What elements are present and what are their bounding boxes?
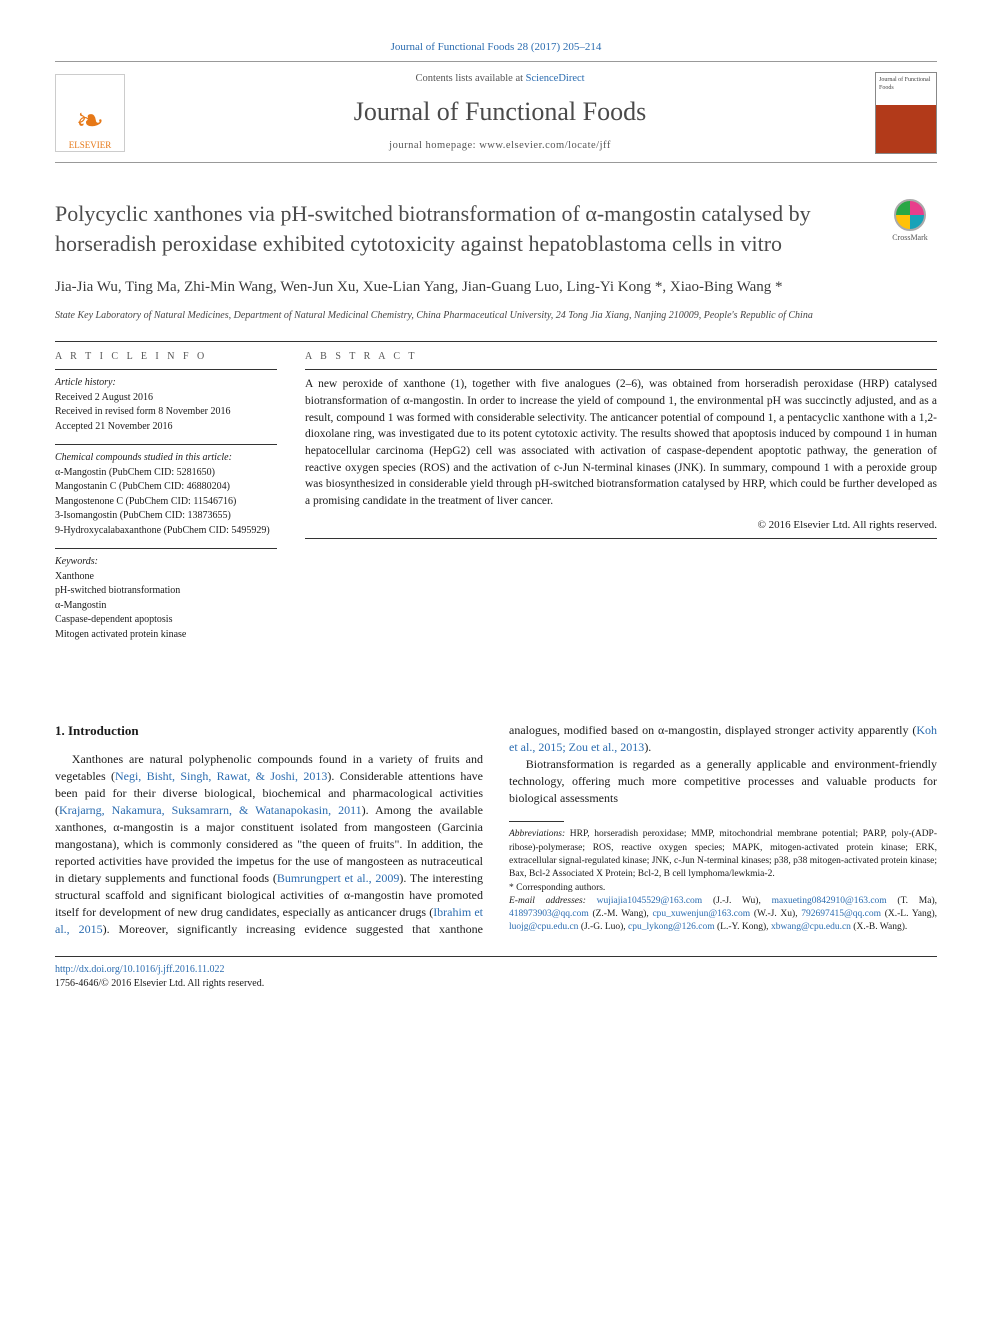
- publisher-name: ELSEVIER: [69, 139, 112, 151]
- abbrev-text: HRP, horseradish peroxidase; MMP, mitoch…: [509, 829, 937, 879]
- corresponding-note: * Corresponding authors.: [509, 882, 937, 895]
- citation-line: Journal of Functional Foods 28 (2017) 20…: [55, 40, 937, 55]
- email-link[interactable]: 792697415@qq.com: [801, 909, 881, 919]
- history-line: Received in revised form 8 November 2016: [55, 405, 277, 420]
- email-link[interactable]: luojg@cpu.edu.cn: [509, 922, 578, 932]
- crossmark-icon: [894, 199, 926, 231]
- email-link[interactable]: cpu_lykong@126.com: [628, 922, 715, 932]
- contents-prefix: Contents lists available at: [415, 73, 525, 84]
- email-link[interactable]: maxueting0842910@163.com: [772, 896, 887, 906]
- compound-line: 9-Hydroxycalabaxanthone (PubChem CID: 54…: [55, 524, 277, 539]
- abbrev-label: Abbreviations:: [509, 829, 565, 839]
- crossmark-badge[interactable]: CrossMark: [883, 199, 937, 244]
- doi-link[interactable]: http://dx.doi.org/10.1016/j.jff.2016.11.…: [55, 964, 225, 975]
- abstract-heading: A B S T R A C T: [305, 342, 937, 370]
- authors-line: Jia-Jia Wu, Ting Ma, Zhi-Min Wang, Wen-J…: [55, 276, 937, 299]
- journal-banner: ❧ ELSEVIER Contents lists available at S…: [55, 62, 937, 163]
- email-who: (L.-Y. Kong),: [715, 922, 771, 932]
- article-info-column: A R T I C L E I N F O Article history: R…: [55, 342, 277, 653]
- compound-line: Mangostenone C (PubChem CID: 11546716): [55, 495, 277, 510]
- abstract-text: A new peroxide of xanthone (1), together…: [305, 370, 937, 513]
- intro-paragraph-2: Biotransformation is regarded as a gener…: [509, 756, 937, 807]
- abstract-column: A B S T R A C T A new peroxide of xantho…: [305, 342, 937, 653]
- keywords-label: Keywords:: [55, 555, 277, 570]
- compound-line: 3-Isomangostin (PubChem CID: 13873655): [55, 509, 277, 524]
- emails-note: E-mail addresses: wujiajia1045529@163.co…: [509, 895, 937, 935]
- article-info-heading: A R T I C L E I N F O: [55, 342, 277, 370]
- keyword-line: Mitogen activated protein kinase: [55, 628, 277, 643]
- email-who: (J.-G. Luo),: [578, 922, 628, 932]
- journal-homepage: journal homepage: www.elsevier.com/locat…: [137, 139, 863, 153]
- elsevier-logo: ❧ ELSEVIER: [55, 74, 125, 152]
- contents-line: Contents lists available at ScienceDirec…: [137, 72, 863, 86]
- history-label: Article history:: [55, 376, 277, 391]
- affiliation: State Key Laboratory of Natural Medicine…: [55, 309, 937, 323]
- elsevier-tree-icon: ❧: [76, 105, 105, 139]
- history-line: Received 2 August 2016: [55, 391, 277, 406]
- keyword-line: Xanthone: [55, 570, 277, 585]
- section-heading-intro: 1. Introduction: [55, 722, 483, 740]
- footnote-separator: [509, 821, 564, 822]
- abbreviations-note: Abbreviations: HRP, horseradish peroxida…: [509, 828, 937, 881]
- p1-text-f: ).: [644, 740, 651, 754]
- compounds-label: Chemical compounds studied in this artic…: [55, 451, 277, 466]
- footnotes: Abbreviations: HRP, horseradish peroxida…: [509, 828, 937, 934]
- issn-copyright: 1756-4646/© 2016 Elsevier Ltd. All right…: [55, 978, 264, 989]
- reference-link[interactable]: Bumrungpert et al., 2009: [277, 871, 400, 885]
- body-columns: 1. Introduction Xanthones are natural po…: [55, 722, 937, 938]
- email-who: (T. Ma),: [887, 896, 937, 906]
- keyword-line: Caspase-dependent apoptosis: [55, 613, 277, 628]
- keyword-line: α-Mangostin: [55, 599, 277, 614]
- journal-cover-thumbnail: Journal of Functional Foods: [875, 72, 937, 154]
- abstract-rule-bottom: [305, 538, 937, 539]
- reference-link[interactable]: Krajarng, Nakamura, Suksamrarn, & Watana…: [59, 803, 362, 817]
- journal-name: Journal of Functional Foods: [137, 94, 863, 129]
- email-label: E-mail addresses:: [509, 896, 597, 906]
- banner-center: Contents lists available at ScienceDirec…: [137, 72, 863, 153]
- email-who: (Z.-M. Wang),: [589, 909, 653, 919]
- email-link[interactable]: cpu_xuwenjun@163.com: [652, 909, 750, 919]
- email-who: (X.-B. Wang).: [851, 922, 907, 932]
- article-title: Polycyclic xanthones via pH-switched bio…: [55, 199, 869, 258]
- email-link[interactable]: xbwang@cpu.edu.cn: [771, 922, 851, 932]
- email-link[interactable]: wujiajia1045529@163.com: [597, 896, 703, 906]
- email-who: (J.-J. Wu),: [702, 896, 771, 906]
- compound-line: α-Mangostin (PubChem CID: 5281650): [55, 466, 277, 481]
- sciencedirect-link[interactable]: ScienceDirect: [526, 73, 585, 84]
- email-link[interactable]: 418973903@qq.com: [509, 909, 589, 919]
- history-line: Accepted 21 November 2016: [55, 420, 277, 435]
- email-who: (W.-J. Xu),: [750, 909, 801, 919]
- bottom-bar: http://dx.doi.org/10.1016/j.jff.2016.11.…: [55, 956, 937, 990]
- keyword-line: pH-switched biotransformation: [55, 584, 277, 599]
- reference-link[interactable]: Negi, Bisht, Singh, Rawat, & Joshi, 2013: [115, 769, 327, 783]
- compound-line: Mangostanin C (PubChem CID: 46880204): [55, 480, 277, 495]
- abstract-copyright: © 2016 Elsevier Ltd. All rights reserved…: [305, 518, 937, 533]
- email-who: (X.-L. Yang),: [881, 909, 937, 919]
- crossmark-label: CrossMark: [892, 233, 928, 244]
